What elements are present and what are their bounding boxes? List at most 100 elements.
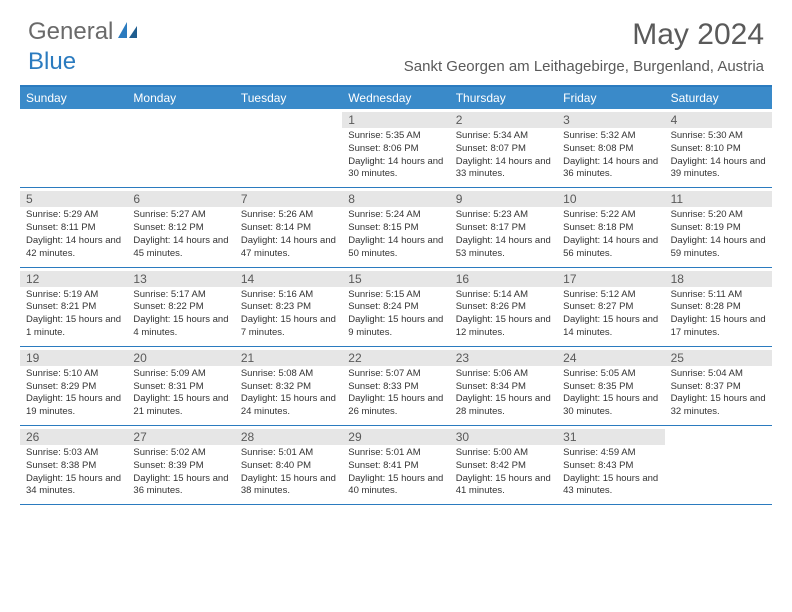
day-cell: 16Sunrise: 5:14 AMSunset: 8:26 PMDayligh… — [450, 268, 557, 346]
sunset-text: Sunset: 8:38 PM — [26, 460, 121, 473]
sunrise-text: Sunrise: 5:12 AM — [563, 289, 658, 302]
day-number: 18 — [665, 271, 772, 287]
daylight-text: Daylight: 14 hours and 39 minutes. — [671, 156, 766, 182]
daylight-text: Daylight: 14 hours and 33 minutes. — [456, 156, 551, 182]
daylight-text: Daylight: 15 hours and 41 minutes. — [456, 473, 551, 499]
week-row: 12Sunrise: 5:19 AMSunset: 8:21 PMDayligh… — [20, 268, 772, 347]
day-number: 5 — [20, 191, 127, 207]
day-info: Sunrise: 5:09 AMSunset: 8:31 PMDaylight:… — [133, 368, 228, 419]
day-cell: 14Sunrise: 5:16 AMSunset: 8:23 PMDayligh… — [235, 268, 342, 346]
sunrise-text: Sunrise: 5:11 AM — [671, 289, 766, 302]
day-cell: 15 Sunrise: 5:15 AMSunset: 8:24 PMDayligh… — [342, 268, 449, 346]
day-info: Sunrise: 5:11 AMSunset: 8:28 PMDaylight:… — [671, 289, 766, 340]
day-info: Sunrise: 5:30 AMSunset: 8:10 PMDaylight:… — [671, 130, 766, 181]
month-title: May 2024 — [404, 18, 764, 52]
daylight-text: Daylight: 15 hours and 19 minutes. — [26, 393, 121, 419]
day-number: 7 — [235, 191, 342, 207]
day-info: Sunrise: 5:03 AMSunset: 8:38 PMDaylight:… — [26, 447, 121, 498]
day-number: 15 — [342, 271, 449, 287]
sunrise-text: Sunrise: 5:14 AM — [456, 289, 551, 302]
day-cell: 3Sunrise: 5:32 AMSunset: 8:08 PMDaylight… — [557, 109, 664, 187]
sunset-text: Sunset: 8:33 PM — [348, 381, 443, 394]
day-info: Sunrise: 4:59 AMSunset: 8:43 PMDaylight:… — [563, 447, 658, 498]
sunset-text: Sunset: 8:12 PM — [133, 222, 228, 235]
sunset-text: Sunset: 8:22 PM — [133, 301, 228, 314]
day-number: 29 — [342, 429, 449, 445]
sunrise-text: Sunrise: 5:30 AM — [671, 130, 766, 143]
daylight-text: Daylight: 15 hours and 36 minutes. — [133, 473, 228, 499]
day-number: 22 — [342, 350, 449, 366]
day-number: 6 — [127, 191, 234, 207]
day-info: Sunrise: 5:16 AMSunset: 8:23 PMDaylight:… — [241, 289, 336, 340]
day-header-row: SundayMondayTuesdayWednesdayThursdayFrid… — [20, 87, 772, 109]
day-info: Sunrise: 5:24 AMSunset: 8:15 PMDaylight:… — [348, 209, 443, 260]
sunset-text: Sunset: 8:08 PM — [563, 143, 658, 156]
logo-sail-icon — [117, 20, 139, 45]
sunset-text: Sunset: 8:42 PM — [456, 460, 551, 473]
sunrise-text: Sunrise: 5:01 AM — [241, 447, 336, 460]
daylight-text: Daylight: 15 hours and 7 minutes. — [241, 314, 336, 340]
day-info: Sunrise: 5:15 AMSunset: 8:24 PMDaylight:… — [348, 289, 443, 340]
week-row: 26Sunrise: 5:03 AMSunset: 8:38 PMDayligh… — [20, 426, 772, 505]
day-number: 24 — [557, 350, 664, 366]
sunrise-text: Sunrise: 5:29 AM — [26, 209, 121, 222]
sunset-text: Sunset: 8:21 PM — [26, 301, 121, 314]
sunset-text: Sunset: 8:19 PM — [671, 222, 766, 235]
sunset-text: Sunset: 8:34 PM — [456, 381, 551, 394]
sunrise-text: Sunrise: 5:01 AM — [348, 447, 443, 460]
daylight-text: Daylight: 15 hours and 32 minutes. — [671, 393, 766, 419]
sunset-text: Sunset: 8:35 PM — [563, 381, 658, 394]
daylight-text: Daylight: 15 hours and 28 minutes. — [456, 393, 551, 419]
day-number: 8 — [342, 191, 449, 207]
day-cell — [665, 426, 772, 504]
sunset-text: Sunset: 8:26 PM — [456, 301, 551, 314]
location-subtitle: Sankt Georgen am Leithagebirge, Burgenla… — [404, 58, 764, 75]
day-cell: 5 Sunrise: 5:29 AMSunset: 8:11 PMDaylight… — [20, 188, 127, 266]
title-block: May 2024 Sankt Georgen am Leithagebirge,… — [404, 18, 764, 75]
day-info: Sunrise: 5:12 AMSunset: 8:27 PMDaylight:… — [563, 289, 658, 340]
day-cell: 8 Sunrise: 5:24 AMSunset: 8:15 PMDaylight… — [342, 188, 449, 266]
day-cell: 12Sunrise: 5:19 AMSunset: 8:21 PMDayligh… — [20, 268, 127, 346]
day-header: Tuesday — [235, 87, 342, 109]
day-info: Sunrise: 5:23 AMSunset: 8:17 PMDaylight:… — [456, 209, 551, 260]
day-info: Sunrise: 5:29 AMSunset: 8:11 PMDaylight:… — [26, 209, 121, 260]
day-number: 11 — [665, 191, 772, 207]
sunset-text: Sunset: 8:31 PM — [133, 381, 228, 394]
daylight-text: Daylight: 15 hours and 43 minutes. — [563, 473, 658, 499]
day-header: Sunday — [20, 87, 127, 109]
day-number: 31 — [557, 429, 664, 445]
day-cell: 20Sunrise: 5:09 AMSunset: 8:31 PMDayligh… — [127, 347, 234, 425]
day-header: Saturday — [665, 87, 772, 109]
day-number: 3 — [557, 112, 664, 128]
sunset-text: Sunset: 8:17 PM — [456, 222, 551, 235]
day-number: 28 — [235, 429, 342, 445]
day-cell — [127, 109, 234, 187]
sunset-text: Sunset: 8:39 PM — [133, 460, 228, 473]
day-info: Sunrise: 5:22 AMSunset: 8:18 PMDaylight:… — [563, 209, 658, 260]
day-cell: 1Sunrise: 5:35 AMSunset: 8:06 PMDaylight… — [342, 109, 449, 187]
sunset-text: Sunset: 8:29 PM — [26, 381, 121, 394]
sunrise-text: Sunrise: 5:05 AM — [563, 368, 658, 381]
calendar: SundayMondayTuesdayWednesdayThursdayFrid… — [20, 85, 772, 505]
week-row: 5Sunrise: 5:29 AMSunset: 8:11 PMDaylight… — [20, 188, 772, 267]
daylight-text: Daylight: 14 hours and 45 minutes. — [133, 235, 228, 261]
sunrise-text: Sunrise: 5:22 AM — [563, 209, 658, 222]
daylight-text: Daylight: 14 hours and 42 minutes. — [26, 235, 121, 261]
sunrise-text: Sunrise: 5:20 AM — [671, 209, 766, 222]
day-cell: 7Sunrise: 5:26 AMSunset: 8:14 PMDaylight… — [235, 188, 342, 266]
week-row: 19Sunrise: 5:10 AMSunset: 8:29 PMDayligh… — [20, 347, 772, 426]
day-header: Monday — [127, 87, 234, 109]
sunset-text: Sunset: 8:37 PM — [671, 381, 766, 394]
sunset-text: Sunset: 8:11 PM — [26, 222, 121, 235]
day-number: 27 — [127, 429, 234, 445]
sunrise-text: Sunrise: 5:02 AM — [133, 447, 228, 460]
day-info: Sunrise: 5:01 AMSunset: 8:41 PMDaylight:… — [348, 447, 443, 498]
page-header: General May 2024 Sankt Georgen am Leitha… — [0, 0, 792, 79]
day-info: Sunrise: 5:08 AMSunset: 8:32 PMDaylight:… — [241, 368, 336, 419]
day-number: 10 — [557, 191, 664, 207]
day-number: 23 — [450, 350, 557, 366]
daylight-text: Daylight: 15 hours and 17 minutes. — [671, 314, 766, 340]
week-row: 1Sunrise: 5:35 AMSunset: 8:06 PMDaylight… — [20, 109, 772, 188]
day-cell: 29 Sunrise: 5:01 AMSunset: 8:41 PMDayligh… — [342, 426, 449, 504]
day-info: Sunrise: 5:19 AMSunset: 8:21 PMDaylight:… — [26, 289, 121, 340]
